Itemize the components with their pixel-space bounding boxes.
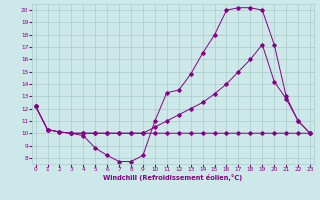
X-axis label: Windchill (Refroidissement éolien,°C): Windchill (Refroidissement éolien,°C) <box>103 174 243 181</box>
